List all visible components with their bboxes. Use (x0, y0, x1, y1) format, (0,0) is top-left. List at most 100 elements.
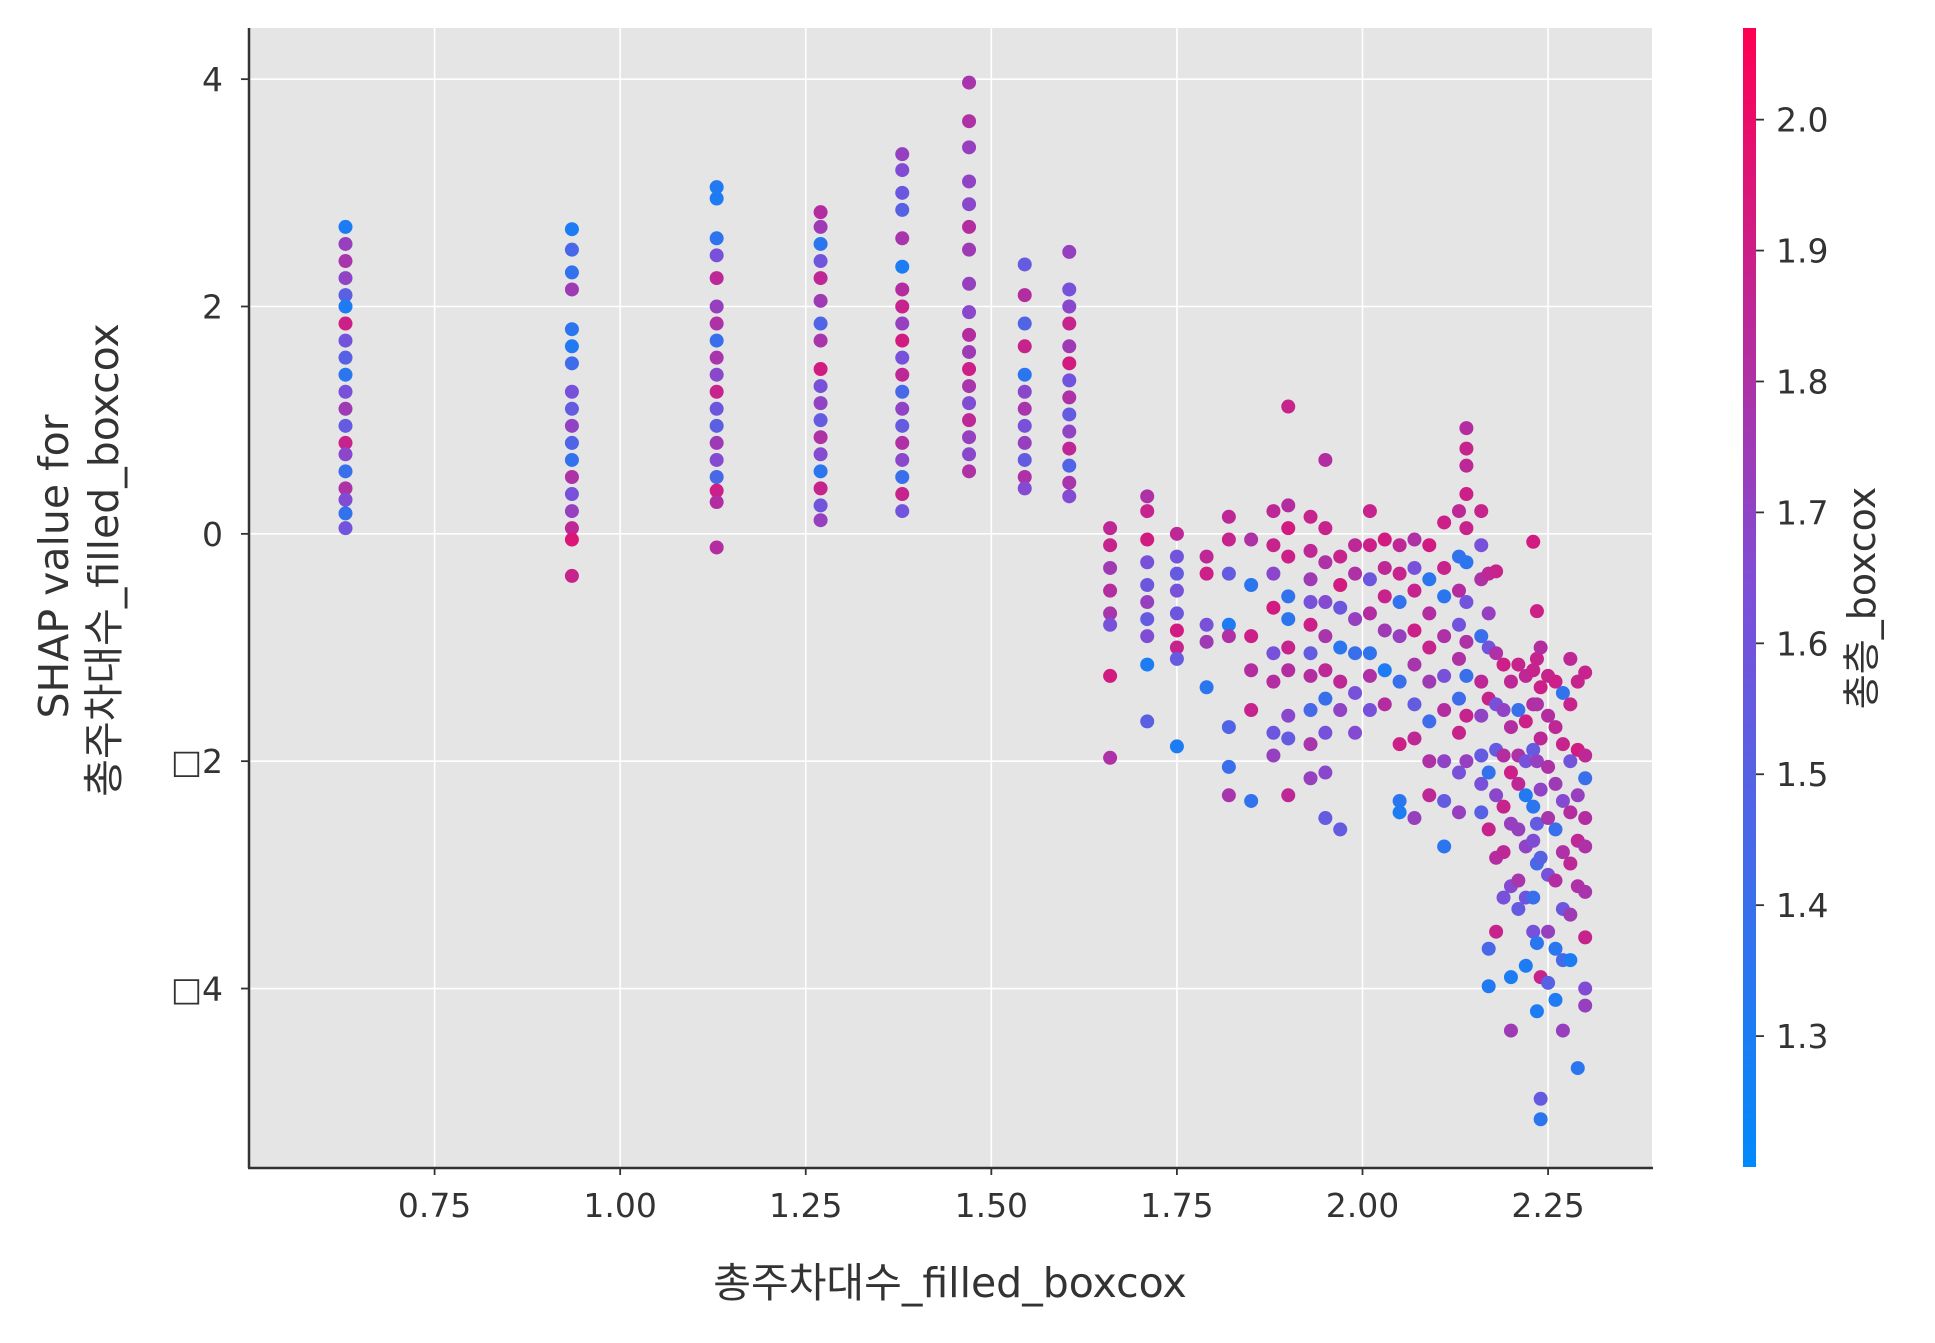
scatter-point (895, 282, 910, 297)
scatter-point (1062, 407, 1077, 422)
scatter-point (1017, 481, 1032, 496)
scatter-point (338, 384, 353, 399)
y-tick-label: 2 (202, 287, 223, 326)
scatter-point (1362, 572, 1377, 587)
scatter-point (1570, 1061, 1585, 1076)
scatter-point (1481, 606, 1496, 621)
scatter-point (1459, 421, 1474, 436)
scatter-point (564, 282, 579, 297)
colorbar-tick-label: 1.5 (1776, 755, 1828, 794)
scatter-point (338, 435, 353, 450)
scatter-point (1244, 629, 1259, 644)
scatter-point (1140, 555, 1155, 570)
scatter-point (1496, 657, 1511, 672)
scatter-point (338, 236, 353, 251)
scatter-point (962, 276, 977, 291)
scatter-point (709, 495, 724, 510)
scatter-point (1377, 532, 1392, 547)
scatter-point (1392, 793, 1407, 808)
scatter-point (1362, 703, 1377, 718)
scatter-point (1578, 998, 1593, 1013)
scatter-point (1459, 458, 1474, 473)
scatter-point (1555, 737, 1570, 752)
scatter-point (1392, 674, 1407, 689)
scatter-point (1318, 595, 1333, 610)
scatter-point (1526, 833, 1541, 848)
scatter-point (1140, 629, 1155, 644)
scatter-point (1459, 441, 1474, 456)
scatter-point (1437, 793, 1452, 808)
scatter-point (1221, 788, 1236, 803)
scatter-point (962, 174, 977, 189)
scatter-point (895, 259, 910, 274)
scatter-point (1474, 629, 1489, 644)
colorbar-ticks: 1.3 1.4 1.5 1.6 1.7 1.8 1.9 2.0 (1756, 101, 1828, 1056)
x-tick-label: 0.75 (398, 1186, 471, 1225)
scatter-point (1459, 521, 1474, 536)
scatter-point (1437, 839, 1452, 854)
scatter-point (1017, 339, 1032, 354)
scatter-point (1266, 600, 1281, 615)
x-axis-label: 총주차대수_filled_boxcox (713, 1259, 1186, 1307)
scatter-point (1281, 708, 1296, 723)
scatter-point (1503, 674, 1518, 689)
scatter-point (813, 396, 828, 411)
scatter-point (962, 344, 977, 359)
scatter-point (1526, 534, 1541, 549)
scatter-point (1244, 663, 1259, 678)
scatter-point (813, 498, 828, 513)
scatter-point (1377, 589, 1392, 604)
scatter-point (709, 540, 724, 555)
scatter-point (1221, 759, 1236, 774)
scatter-point (813, 413, 828, 428)
scatter-point (1333, 577, 1348, 592)
scatter-point (1062, 441, 1077, 456)
scatter-point (1526, 924, 1541, 939)
scatter-point (962, 413, 977, 428)
scatter-point (564, 356, 579, 371)
scatter-point (1459, 708, 1474, 723)
scatter-point (1555, 685, 1570, 700)
scatter-point (1244, 703, 1259, 718)
scatter-point (1199, 680, 1214, 695)
scatter-point (1407, 731, 1422, 746)
scatter-point (1548, 941, 1563, 956)
scatter-point (813, 481, 828, 496)
x-ticks: 0.75 1.00 1.25 1.50 1.75 2.00 2.25 (398, 1167, 1585, 1225)
scatter-point (1318, 811, 1333, 826)
scatter-point (1392, 566, 1407, 581)
scatter-point (1489, 646, 1504, 661)
colorbar-tick-label: 1.7 (1776, 493, 1828, 532)
scatter-point (1244, 577, 1259, 592)
scatter-point (1459, 555, 1474, 570)
scatter-point (338, 418, 353, 433)
scatter-point (1348, 566, 1363, 581)
scatter-point (338, 367, 353, 382)
scatter-point (1451, 725, 1466, 740)
y-tick-label: 4 (202, 60, 223, 99)
scatter-point (1017, 288, 1032, 303)
scatter-point (564, 521, 579, 536)
y-axis-label-line-2: 총주차대수_filled_boxcox (80, 323, 128, 796)
scatter-point (1451, 651, 1466, 666)
scatter-point (1451, 805, 1466, 820)
scatter-point (895, 504, 910, 519)
scatter-point (1017, 452, 1032, 467)
scatter-point (1140, 504, 1155, 519)
scatter-point (1474, 674, 1489, 689)
scatter-point (1281, 498, 1296, 513)
scatter-point (813, 219, 828, 234)
scatter-point (895, 470, 910, 485)
scatter-point (1303, 646, 1318, 661)
scatter-point (1244, 532, 1259, 547)
scatter-point (1474, 748, 1489, 763)
scatter-point (1392, 805, 1407, 820)
colorbar-tick-label: 1.3 (1776, 1017, 1828, 1056)
scatter-point (813, 430, 828, 445)
scatter-point (1062, 299, 1077, 314)
scatter-point (1437, 703, 1452, 718)
scatter-point (1281, 663, 1296, 678)
scatter-point (1103, 617, 1118, 632)
x-tick-label: 2.25 (1511, 1186, 1584, 1225)
scatter-point (1017, 316, 1032, 331)
